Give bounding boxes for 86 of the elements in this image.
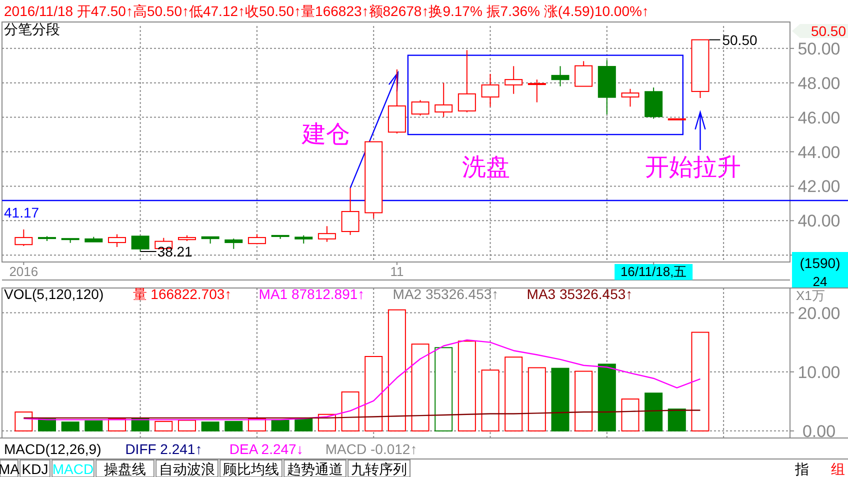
- x-tick-label: 16/11/18,五: [620, 264, 687, 279]
- bar: [178, 420, 196, 432]
- annotation: 38.21: [157, 243, 193, 260]
- text: 九转序列: [351, 461, 407, 477]
- bar: [411, 344, 430, 432]
- text: 组: [831, 461, 845, 477]
- bar: [294, 418, 313, 432]
- bar: [621, 398, 640, 432]
- text: MACD: [52, 461, 94, 477]
- bar: [84, 420, 103, 432]
- candlestick: [434, 82, 453, 118]
- bar: [668, 408, 686, 432]
- candlestick: [481, 73, 500, 108]
- bar: [551, 368, 570, 432]
- text: 趋势通道: [287, 461, 343, 477]
- text: 50.50: [810, 23, 846, 39]
- bar: [504, 356, 523, 432]
- bar: [154, 420, 173, 432]
- candlestick: [621, 88, 640, 108]
- candlestick: [551, 66, 570, 87]
- annotation: 开始拉升: [645, 154, 741, 181]
- candlestick: [504, 66, 523, 94]
- bar: [388, 309, 406, 432]
- candlestick: [341, 187, 360, 236]
- y-tick-label: 20.00: [798, 304, 840, 323]
- legend-label: MA2 35326.453↑: [392, 286, 499, 302]
- candlestick: [131, 236, 150, 252]
- bar: [598, 364, 616, 432]
- bar: [458, 340, 476, 432]
- bar: [201, 422, 220, 432]
- y-tick-label: 46.00: [798, 108, 840, 128]
- annotation: 建仓: [301, 121, 350, 148]
- chart-title: VOL(5,120,120): [4, 286, 104, 302]
- y-axis-title: X1万: [796, 288, 825, 303]
- candlestick: [108, 234, 126, 248]
- candlestick: [574, 60, 593, 87]
- chart-title: 2016/11/18 开47.50↑高50.50↑低47.12↑收50.50↑量166823↑额82678↑换9.17% 振7.36% 涨(4.59)10.00%↑: [4, 3, 649, 19]
- line-series: [23, 339, 701, 420]
- text: MA3 35326.453↑: [526, 286, 633, 302]
- ref-line-label: 41.17: [4, 204, 40, 220]
- candlestick: [458, 50, 476, 113]
- text: 顾比均线: [223, 461, 279, 477]
- bar: [481, 370, 500, 432]
- bar: [574, 370, 593, 432]
- annotation: 洗盘: [462, 154, 510, 181]
- candlestick: [14, 228, 33, 246]
- text: DEA 2.247↓: [229, 441, 304, 457]
- candlestick: [411, 100, 430, 116]
- y-tick-label: 10.00: [798, 362, 840, 382]
- candlestick: [248, 234, 266, 245]
- text: 24: [812, 274, 828, 289]
- candlestick: [224, 238, 243, 250]
- text: MA1 87812.891↑: [258, 286, 365, 302]
- y-tick-label: 40.00: [798, 212, 840, 231]
- bar: [364, 356, 383, 432]
- bar: [14, 412, 33, 432]
- x-tick-label: 2016: [9, 264, 38, 279]
- bar: [434, 347, 453, 432]
- bar: [224, 420, 243, 432]
- text: 操盘线: [104, 461, 146, 477]
- y-tick-label: 48.00: [798, 74, 840, 93]
- line-series: [23, 410, 701, 419]
- text: (1590): [800, 255, 840, 271]
- y-tick-label: 0.00: [802, 422, 836, 441]
- bar: [61, 422, 80, 432]
- bar: [341, 391, 360, 432]
- text: MACD(12,26,9): [4, 441, 102, 457]
- y-tick-label: 50.00: [798, 39, 840, 58]
- text: 指: [794, 461, 809, 477]
- text: KDJ: [22, 461, 48, 477]
- text: 50.50: [722, 32, 758, 48]
- x-tick-label: 11: [390, 264, 404, 279]
- text: MA: [0, 461, 20, 477]
- text: 自动波浪: [159, 461, 215, 477]
- bar: [644, 392, 663, 432]
- y-tick-label: 42.00: [798, 177, 840, 196]
- text: DIFF 2.241↑: [125, 441, 202, 457]
- candlestick: [318, 226, 336, 242]
- chart-subtitle: 分笔分段: [4, 21, 60, 37]
- text: 量 166822.703↑: [132, 286, 232, 302]
- bar: [691, 332, 710, 432]
- text: MACD -0.012↑: [325, 441, 418, 457]
- bar: [528, 367, 546, 432]
- candlestick: [528, 79, 546, 103]
- bar: [271, 420, 290, 432]
- y-tick-label: 44.00: [798, 142, 840, 162]
